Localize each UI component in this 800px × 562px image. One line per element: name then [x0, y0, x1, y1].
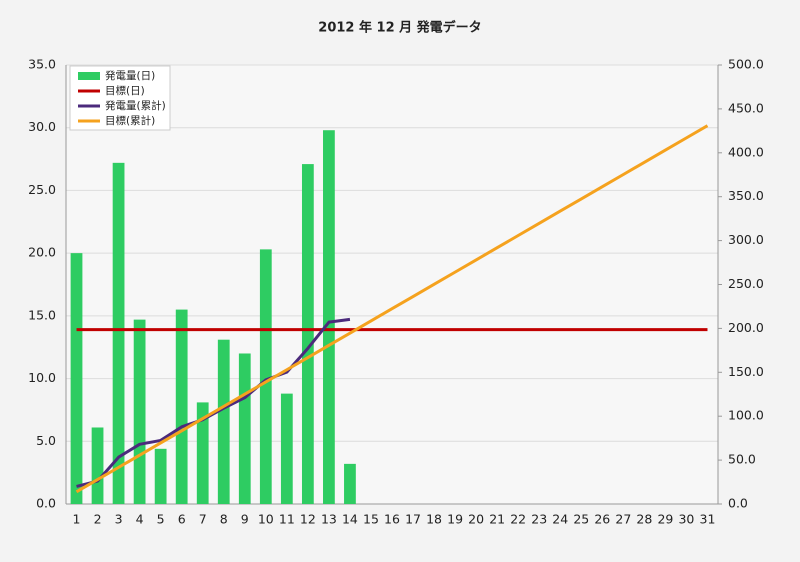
bar: [154, 448, 167, 504]
legend-label: 目標(日): [105, 84, 145, 97]
x-tick-label: 31: [700, 512, 716, 527]
y2-tick-label: 150.0: [728, 364, 764, 379]
legend-swatch: [78, 72, 100, 80]
x-tick-label: 28: [636, 512, 652, 527]
y-tick-label: 10.0: [28, 370, 56, 385]
y-tick-label: 5.0: [36, 433, 56, 448]
y2-tick-label: 450.0: [728, 100, 764, 115]
x-tick-label: 23: [531, 512, 547, 527]
line: [75, 124, 709, 494]
x-tick-label: 22: [510, 512, 526, 527]
x-tick-label: 18: [426, 512, 442, 527]
x-tick-label: 24: [552, 512, 568, 527]
bar: [301, 164, 314, 505]
y2-tick-label: 300.0: [728, 232, 764, 247]
x-tick-label: 7: [199, 512, 207, 527]
y2-tick-label: 100.0: [728, 408, 764, 423]
y2-tick-label: 0.0: [728, 496, 748, 511]
y2-tick-label: 200.0: [728, 320, 764, 335]
x-tick-label: 21: [489, 512, 505, 527]
bar: [344, 463, 356, 504]
x-tick-label: 9: [241, 512, 249, 527]
y2-tick-label: 50.0: [728, 452, 756, 467]
y-tick-label: 25.0: [28, 182, 56, 197]
y-tick-label: 15.0: [28, 307, 56, 322]
x-tick-label: 27: [615, 512, 631, 527]
x-tick-label: 6: [178, 512, 186, 527]
x-tick-label: 26: [594, 512, 610, 527]
x-tick-label: 20: [468, 512, 484, 527]
legend-label: 目標(累計): [105, 114, 155, 127]
y2-tick-label: 350.0: [728, 188, 764, 203]
bar: [175, 309, 188, 504]
x-tick-label: 12: [300, 512, 316, 527]
x-tick-label: 25: [573, 512, 589, 527]
bar: [323, 130, 335, 505]
x-tick-label: 3: [115, 512, 123, 527]
bar: [133, 319, 146, 504]
y-tick-label: 35.0: [28, 57, 56, 72]
legend-label: 発電量(累計): [105, 99, 166, 112]
x-tick-label: 10: [258, 512, 274, 527]
bar: [91, 427, 104, 504]
bar: [112, 162, 125, 504]
legend-label: 発電量(日): [105, 69, 155, 82]
bar: [217, 339, 230, 504]
x-tick-label: 2: [94, 512, 102, 527]
x-tick-label: 8: [220, 512, 228, 527]
x-tick-label: 17: [405, 512, 421, 527]
x-tick-label: 30: [678, 512, 694, 527]
chart-title: 2012 年 12 月 発電データ: [318, 20, 481, 36]
y-tick-label: 0.0: [36, 496, 56, 511]
bar: [238, 353, 251, 504]
x-tick-label: 14: [342, 512, 358, 527]
x-tick-label: 4: [136, 512, 144, 527]
bar: [259, 249, 272, 504]
y-tick-label: 20.0: [28, 245, 56, 260]
x-tick-label: 29: [657, 512, 673, 527]
bar: [196, 402, 209, 504]
x-tick-label: 11: [279, 512, 295, 527]
bar: [70, 253, 83, 504]
bar: [280, 393, 293, 504]
y-tick-label: 30.0: [28, 119, 56, 134]
x-tick-label: 13: [321, 512, 337, 527]
x-tick-label: 19: [447, 512, 463, 527]
x-tick-label: 16: [384, 512, 400, 527]
legend: 発電量(日) 目標(日) 発電量(累計) 目標(累計): [69, 65, 171, 131]
x-tick-label: 15: [363, 512, 379, 527]
x-tick-label: 1: [73, 512, 81, 527]
x-tick-label: 5: [157, 512, 165, 527]
y2-tick-label: 400.0: [728, 144, 764, 159]
y2-tick-label: 250.0: [728, 276, 764, 291]
y2-tick-label: 500.0: [728, 57, 764, 72]
